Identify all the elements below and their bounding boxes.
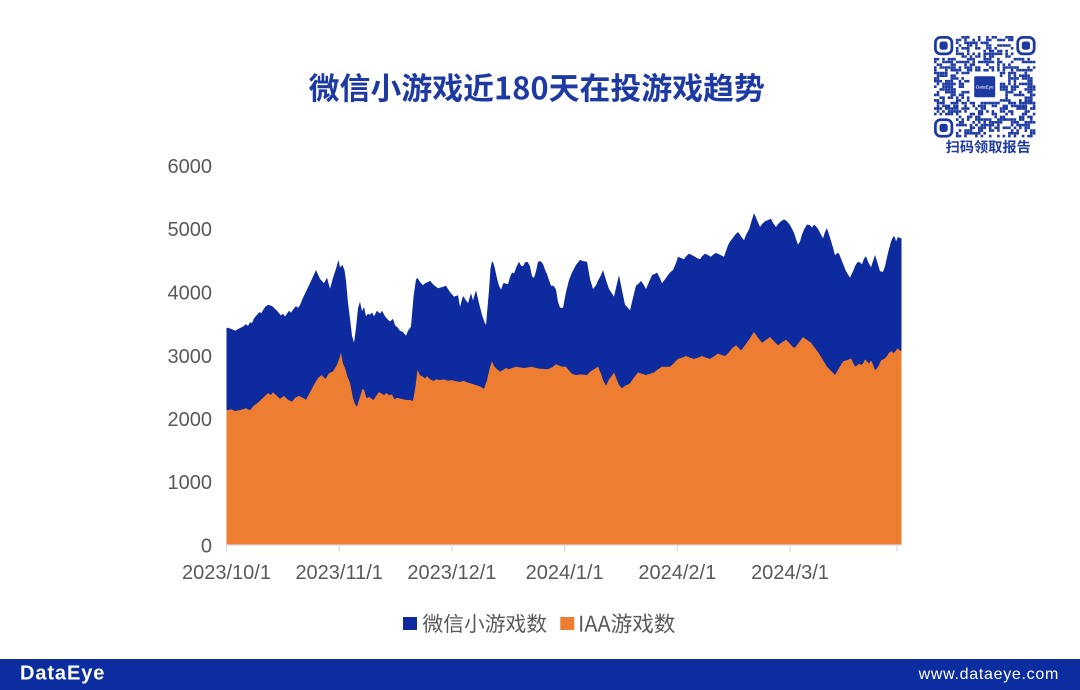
svg-text:0: 0 [201, 536, 212, 558]
svg-text:3000: 3000 [168, 346, 213, 368]
svg-text:6000: 6000 [168, 156, 213, 178]
svg-text:2024/1/1: 2024/1/1 [526, 562, 604, 584]
svg-text:2024/3/1: 2024/3/1 [751, 562, 829, 584]
svg-text:2023/11/1: 2023/11/1 [295, 562, 383, 584]
svg-text:2024/2/1: 2024/2/1 [638, 562, 716, 584]
svg-text:DataEye: DataEye [20, 663, 105, 685]
svg-text:4000: 4000 [168, 283, 213, 305]
svg-text:1000: 1000 [168, 472, 213, 494]
svg-text:DataEye: DataEye [976, 84, 994, 89]
svg-text:2023/12/1: 2023/12/1 [407, 562, 496, 584]
svg-text:2023/10/1: 2023/10/1 [182, 562, 271, 584]
svg-text:2000: 2000 [168, 409, 213, 431]
svg-text:5000: 5000 [168, 219, 213, 241]
svg-text:www.dataeye.com: www.dataeye.com [918, 666, 1059, 683]
